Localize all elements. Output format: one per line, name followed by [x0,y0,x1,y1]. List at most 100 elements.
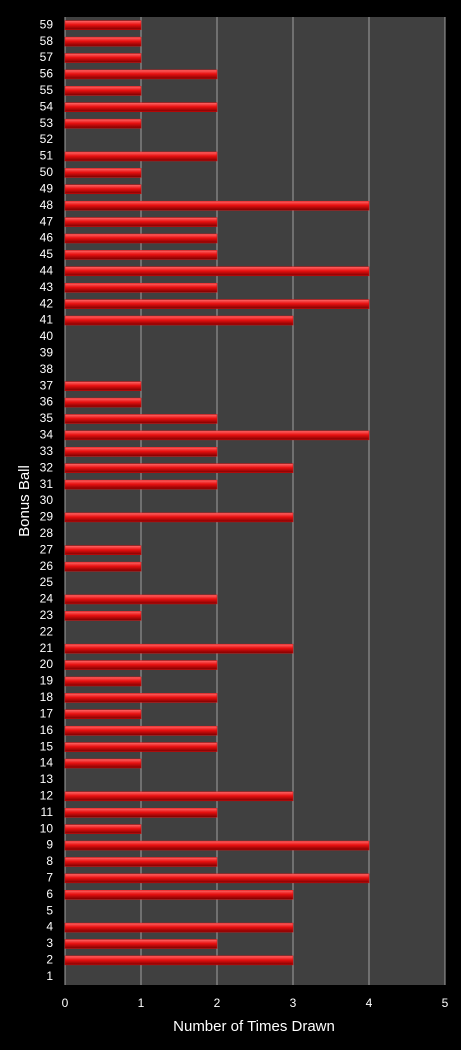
y-tick-label: 47 [40,214,54,228]
bar [64,479,218,490]
y-tick-label: 32 [40,460,54,474]
bar [64,200,370,211]
y-tick-label: 44 [40,263,54,277]
y-tick-label: 49 [40,181,54,195]
plot-area [65,17,445,985]
bar [64,397,142,408]
y-tick-label: 58 [40,34,54,48]
bar [64,512,294,523]
bar [64,315,294,326]
bar [64,233,218,244]
y-tick-label: 20 [40,657,54,671]
y-tick-label: 10 [40,821,54,835]
y-tick-label: 16 [40,723,54,737]
bar [64,545,142,555]
bar [64,922,294,933]
y-tick-label: 30 [40,493,54,507]
y-tick-label: 42 [40,296,54,310]
x-tick-label: 5 [442,996,449,1010]
x-tick-label: 3 [290,996,297,1010]
y-tick-label: 59 [40,17,54,31]
bar [64,151,218,162]
bar [64,955,294,966]
bar [64,266,370,277]
bar [64,430,370,441]
bar [64,20,142,30]
bar [64,36,142,47]
y-tick-label: 33 [40,444,54,458]
y-tick-label: 23 [40,608,54,622]
y-tick-label: 45 [40,247,54,261]
y-tick-label: 29 [40,510,54,524]
bar [64,299,370,309]
y-tick-label: 41 [40,313,54,327]
bar [64,69,218,80]
y-tick-label: 4 [46,920,53,934]
y-tick-label: 57 [40,50,54,64]
y-tick-label: 36 [40,395,54,409]
y-tick-label: 2 [46,953,53,967]
bar [64,840,370,851]
y-tick-label: 38 [40,362,54,376]
bar [64,594,218,605]
y-tick-label: 48 [40,198,54,212]
bar [64,282,218,293]
y-tick-label: 55 [40,83,54,97]
y-tick-label: 15 [40,739,54,753]
y-tick-label: 1 [46,969,53,983]
bar [64,725,218,736]
y-tick-label: 21 [40,641,54,655]
y-tick-label: 35 [40,411,54,425]
bar [64,873,370,884]
y-tick-label: 18 [40,690,54,704]
bar [64,463,294,473]
bar [64,643,294,654]
x-tick-label: 1 [138,996,145,1010]
bar [64,660,218,670]
y-tick-label: 27 [40,542,54,556]
y-tick-label: 54 [40,99,54,113]
y-tick-label: 12 [40,788,54,802]
y-tick-label: 56 [40,67,54,81]
bar [64,791,294,802]
bar [64,890,294,900]
y-tick-label: 22 [40,624,54,638]
bar [64,168,142,178]
bar [64,709,142,720]
y-tick-label: 52 [40,132,54,146]
y-tick-label: 37 [40,378,54,392]
y-tick-label: 8 [46,854,53,868]
bar [64,742,218,752]
bar [64,561,142,572]
bar [64,381,142,391]
x-axis-title: Number of Times Drawn [173,1018,335,1035]
y-tick-label: 25 [40,575,54,589]
y-tick-label: 9 [46,838,53,852]
bar [64,611,142,621]
y-tick-label: 40 [40,329,54,343]
bar [64,86,142,96]
x-tick-label: 0 [62,996,69,1010]
bar [64,676,142,687]
y-tick-label: 43 [40,280,54,294]
y-tick-label: 14 [40,756,54,770]
x-tick-label: 4 [366,996,373,1010]
bar [64,102,218,112]
bar [64,693,218,703]
y-tick-label: 24 [40,592,54,606]
bar [64,217,218,227]
y-tick-label: 3 [46,936,53,950]
y-tick-label: 7 [46,871,53,885]
bar [64,118,142,129]
y-tick-label: 34 [40,428,54,442]
y-tick-label: 19 [40,674,54,688]
x-tick-label: 2 [214,996,221,1010]
bar [64,939,218,949]
bar [64,447,218,457]
y-tick-label: 5 [46,903,53,917]
y-tick-label: 17 [40,706,54,720]
bar [64,824,142,834]
bar [64,857,218,867]
bar [64,414,218,424]
